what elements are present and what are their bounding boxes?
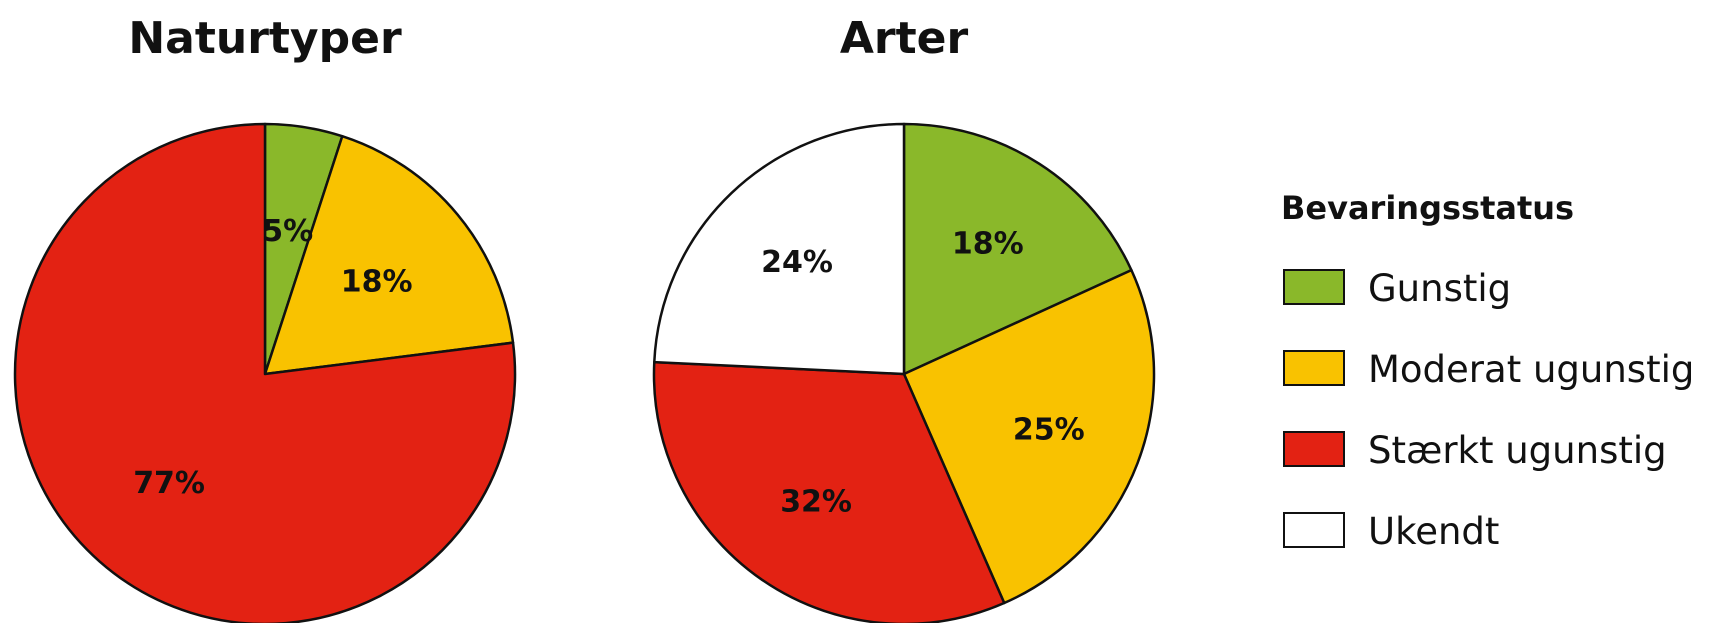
- pie-slice-arter-gunstig: [902, 122, 1133, 376]
- pie-slice-arter-ukendt: [653, 122, 906, 376]
- legend-swatch-ukendt: [1283, 512, 1345, 548]
- slice-label-arter-moderat-ugunstig: 25%: [1013, 412, 1085, 447]
- legend-label-staerkt-ugunstig: Stærkt ugunstig: [1368, 429, 1667, 472]
- slice-label-naturtyper-gunstig: 5%: [262, 214, 313, 249]
- chart-title-arter: Arter: [840, 13, 969, 64]
- slice-label-naturtyper-moderat-ugunstig: 18%: [341, 265, 413, 300]
- legend: Bevaringsstatus Gunstig Moderat ugunstig S…: [1281, 189, 1694, 553]
- slice-label-naturtyper-staerkt-ugunstig: 77%: [133, 466, 205, 501]
- legend-label-gunstig: Gunstig: [1368, 267, 1511, 310]
- legend-item-gunstig: Gunstig: [1283, 267, 1511, 310]
- legend-label-moderat-ugunstig: Moderat ugunstig: [1368, 348, 1694, 391]
- pie-slice-naturtyper-moderat-ugunstig: [263, 134, 515, 376]
- legend-item-moderat-ugunstig: Moderat ugunstig: [1283, 348, 1694, 391]
- slice-label-arter-staerkt-ugunstig: 32%: [780, 485, 852, 520]
- legend-item-staerkt-ugunstig: Stærkt ugunstig: [1283, 429, 1667, 472]
- legend-items: Gunstig Moderat ugunstig Stærkt ugunstig Uk…: [1283, 267, 1694, 553]
- pie-naturtyper: 5% 18% 77%: [13, 122, 517, 623]
- chart-title-naturtyper: Naturtyper: [128, 13, 402, 64]
- pie-slice-arter-moderat-ugunstig: [902, 268, 1156, 605]
- legend-swatch-staerkt-ugunstig: [1283, 431, 1345, 467]
- pie-slice-arter-staerkt-ugunstig: [652, 360, 1006, 623]
- slice-label-arter-gunstig: 18%: [952, 227, 1024, 262]
- legend-item-ukendt: Ukendt: [1283, 510, 1499, 553]
- legend-swatch-gunstig: [1283, 269, 1345, 305]
- pie-arter: 18% 25% 32% 24%: [652, 122, 1156, 623]
- legend-swatch-moderat-ugunstig: [1283, 350, 1345, 386]
- legend-title: Bevaringsstatus: [1281, 189, 1574, 227]
- slice-label-arter-ukendt: 24%: [761, 245, 833, 280]
- legend-label-ukendt: Ukendt: [1368, 510, 1499, 553]
- pie-slice-naturtyper-staerkt-ugunstig: [13, 122, 517, 623]
